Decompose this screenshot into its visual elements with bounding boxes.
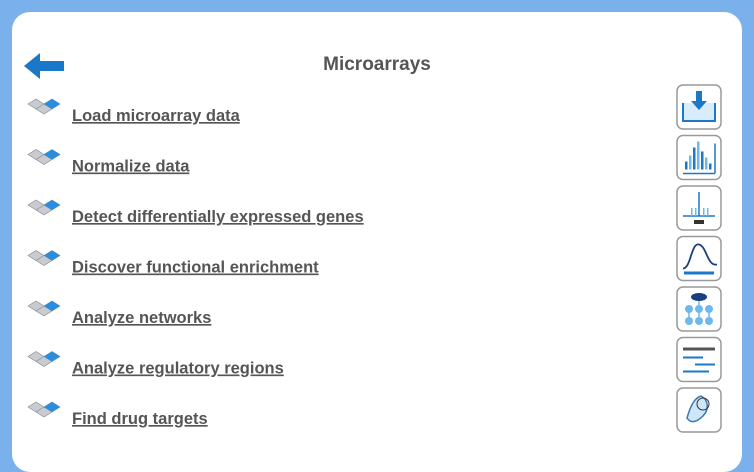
- icon-shape: [684, 271, 714, 275]
- menu-item[interactable]: Normalize data: [27, 149, 190, 176]
- icon-shape: [685, 161, 688, 170]
- menu-item-link[interactable]: Analyze networks: [72, 309, 211, 327]
- menu-item-link[interactable]: Load microarray data: [72, 107, 241, 125]
- page-title: Microarrays: [323, 54, 431, 75]
- icon-frame[interactable]: [676, 235, 722, 282]
- icon-shape: [691, 293, 707, 301]
- icon-shape: [697, 141, 700, 170]
- menu-item-link[interactable]: Detect differentially expressed genes: [72, 208, 364, 226]
- item-bullet-accent: [44, 351, 60, 362]
- ui: Microarrays Load microarray data Normaliz…: [24, 53, 722, 433]
- page: Microarrays Load microarray data Normaliz…: [12, 12, 742, 472]
- icon-shape: [683, 192, 715, 217]
- menu-item-icon[interactable]: [676, 387, 722, 433]
- icon-shape: [705, 157, 708, 170]
- icon-shape: [686, 395, 708, 423]
- menu-item-link[interactable]: Find drug targets: [72, 410, 208, 428]
- icon-shape: [709, 163, 712, 170]
- menu-item[interactable]: Find drug targets: [27, 401, 208, 428]
- icon-shape: [695, 208, 697, 216]
- menu-item[interactable]: Detect differentially expressed genes: [27, 199, 364, 226]
- menu-item-icon[interactable]: [676, 134, 722, 181]
- back-arrow[interactable]: [24, 53, 64, 79]
- menu-item[interactable]: Discover functional enrichment: [27, 250, 319, 277]
- icon-shape: [682, 243, 718, 270]
- menu-item[interactable]: Analyze networks: [27, 300, 211, 327]
- back-button[interactable]: [24, 53, 64, 79]
- icon-shape: [691, 91, 707, 110]
- menu-item-link[interactable]: Analyze regulatory regions: [72, 360, 284, 378]
- icon-shape: [703, 208, 705, 216]
- menu-item[interactable]: Analyze regulatory regions: [27, 351, 284, 378]
- menu-item-icon[interactable]: [676, 286, 722, 332]
- icon-shape: [683, 347, 715, 351]
- icon-shape: [693, 147, 696, 170]
- icon-shape: [688, 301, 710, 321]
- icon-shape: [683, 143, 716, 175]
- icon-shape: [682, 103, 716, 122]
- panel: [12, 12, 742, 472]
- icon-shape: [691, 208, 693, 216]
- item-bullet-accent: [44, 149, 60, 160]
- menu-item-link[interactable]: Discover functional enrichment: [72, 259, 319, 277]
- icon-shape: [696, 397, 710, 411]
- menu-item-icon[interactable]: [676, 84, 722, 130]
- item-bullet-accent: [44, 402, 60, 412]
- menu-item-icon[interactable]: [676, 336, 722, 383]
- icon-shape: [683, 356, 715, 373]
- menu-item-icon[interactable]: [676, 235, 722, 282]
- icon-frame[interactable]: [676, 336, 722, 383]
- item-bullet-accent: [44, 301, 60, 311]
- menu-item[interactable]: Load microarray data: [27, 98, 241, 125]
- icon-shape: [689, 155, 692, 170]
- item-bullet-accent: [44, 200, 60, 210]
- icon-shape: [701, 151, 704, 170]
- icon-shape: [707, 208, 709, 216]
- item-bullet-accent: [44, 250, 60, 261]
- menu-item-icon[interactable]: [676, 185, 722, 231]
- menu-item-link[interactable]: Normalize data: [72, 158, 190, 176]
- item-bullet-accent: [44, 99, 60, 109]
- icon-shape: [694, 220, 704, 224]
